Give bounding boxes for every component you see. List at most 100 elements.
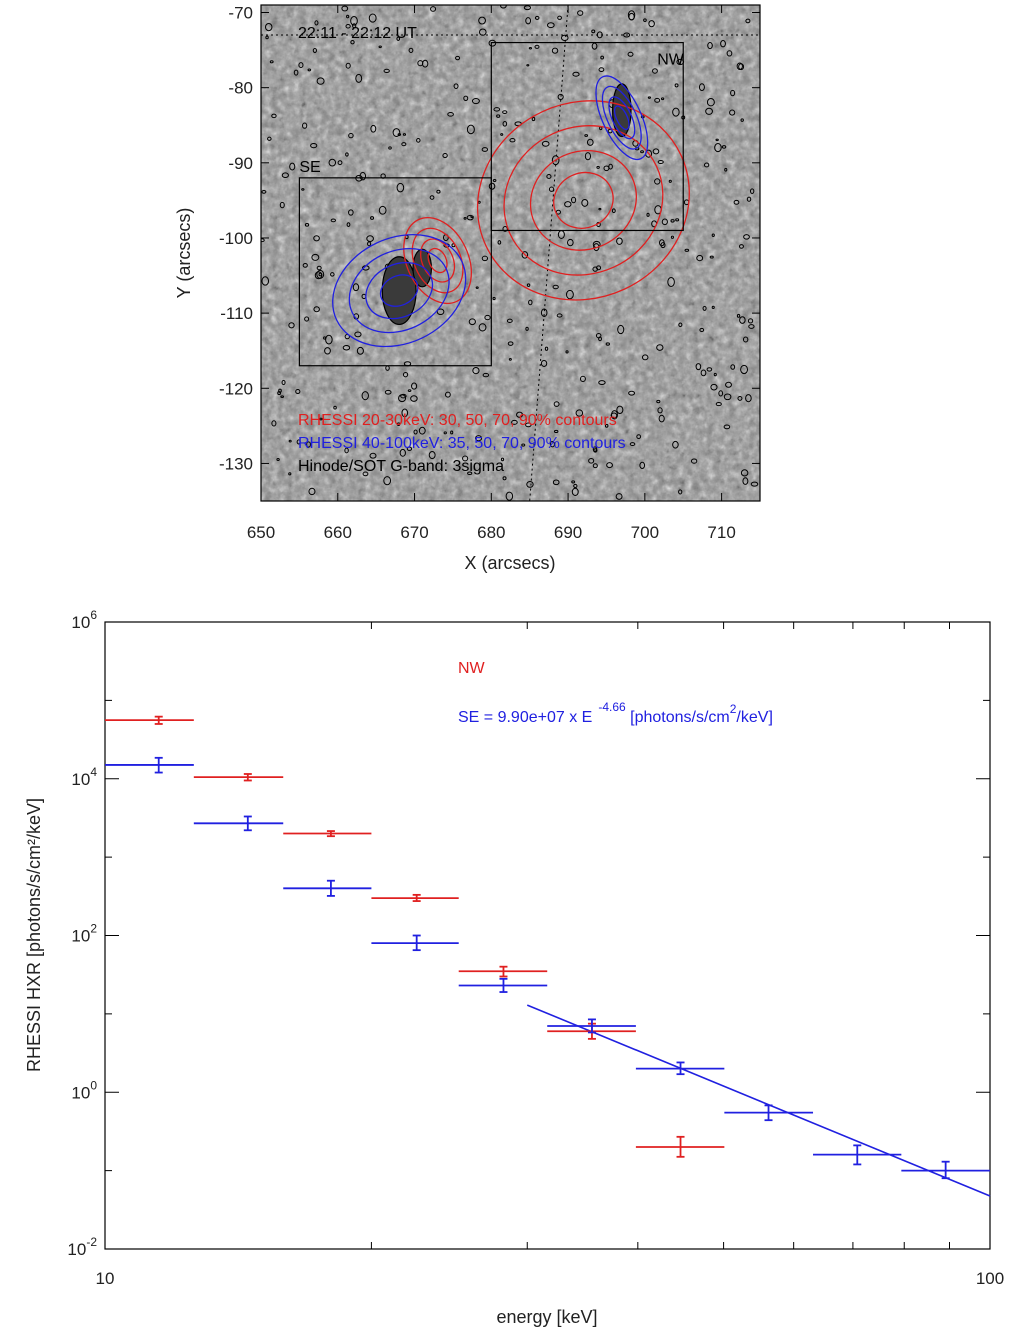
gband-speck — [544, 346, 549, 351]
gband-speck — [647, 96, 652, 99]
gband-granulation-image — [261, 5, 760, 501]
gband-speck — [311, 253, 320, 261]
gband-speck — [352, 23, 357, 29]
rhessi-contour — [503, 125, 664, 276]
gband-speck — [481, 255, 489, 262]
gband-speck — [470, 215, 474, 219]
rhessi-contour — [348, 247, 450, 334]
gband-speck — [738, 244, 744, 249]
gband-speck — [564, 201, 572, 208]
gband-speck — [341, 5, 349, 12]
gband-speck — [507, 341, 514, 346]
gband-speck — [729, 109, 736, 116]
gband-speck — [333, 405, 337, 410]
data-point-se — [547, 1018, 636, 1034]
gband-speck — [407, 389, 412, 392]
gband-speck — [383, 68, 390, 74]
gband-speck — [553, 401, 560, 407]
gband-speck — [402, 371, 409, 378]
gband-speck — [462, 455, 469, 462]
gband-speck — [579, 375, 586, 382]
gband-speck — [540, 359, 548, 367]
data-point-se — [283, 879, 372, 897]
region-box — [298, 177, 492, 367]
gband-speck — [584, 152, 592, 161]
gband-speck — [531, 116, 536, 122]
gband-speck — [678, 322, 683, 328]
gband-speck — [629, 442, 636, 447]
rhessi-contour — [403, 216, 472, 305]
gband-speck — [367, 241, 372, 247]
gband-speck — [611, 208, 616, 214]
gband-speck — [740, 118, 744, 122]
map-y-tick-label: -110 — [220, 304, 253, 323]
gband-speck — [261, 276, 270, 286]
gband-speck — [316, 265, 322, 271]
gband-speck — [301, 188, 305, 191]
gband-speck — [546, 22, 555, 29]
gband-speck — [742, 336, 749, 343]
gband-speck — [362, 471, 369, 477]
rhessi-contour — [411, 227, 464, 294]
gband-speck — [312, 47, 317, 54]
gband-speck — [401, 142, 407, 147]
gband-speck — [505, 491, 514, 501]
gband-speck — [695, 363, 702, 371]
gband-speck — [747, 318, 754, 324]
gband-speck — [302, 263, 308, 268]
gband-speck — [310, 142, 318, 149]
data-point-se — [635, 1061, 725, 1076]
gband-speck — [342, 345, 351, 351]
spectrum-y-tick-label: 106 — [71, 608, 97, 632]
gband-speck — [745, 394, 752, 403]
gband-speck — [324, 347, 331, 355]
gband-speck — [396, 36, 401, 41]
gband-speck — [323, 336, 327, 340]
gband-speck — [281, 379, 286, 386]
gband-speck — [678, 489, 683, 495]
map-x-tick-label: 690 — [554, 523, 582, 542]
gband-speck — [690, 458, 698, 464]
gband-speck — [429, 195, 435, 200]
gband-speck — [743, 234, 750, 240]
gband-speck — [552, 284, 559, 290]
spectrum-panel: 10 100 10-2 100 102 104 106 NW SE = 9.90e+07 x… — [24, 608, 1004, 1327]
gband-speck — [572, 71, 580, 77]
gband-speck — [304, 316, 310, 322]
gband-speck — [526, 481, 534, 488]
gband-speck — [660, 242, 666, 249]
gband-speck — [318, 272, 323, 277]
gband-speck — [615, 493, 623, 500]
gband-speck — [721, 145, 727, 149]
gband-speck — [596, 265, 602, 271]
gband-speck — [534, 15, 540, 20]
gband-speck — [502, 476, 507, 481]
gband-speck — [596, 165, 600, 169]
gband-speck — [337, 160, 343, 166]
gband-speck — [314, 20, 319, 26]
spectrum-y-axis-label: RHESSI HXR [photons/s/cm²/keV] — [24, 798, 44, 1072]
gband-speck — [302, 122, 308, 129]
gband-speck — [571, 480, 576, 484]
gband-speck — [369, 452, 377, 459]
gband-speck — [500, 457, 505, 462]
gband-speck — [450, 430, 454, 435]
data-point-nw — [635, 1135, 725, 1158]
gband-speck — [411, 382, 418, 390]
gband-speck — [488, 39, 497, 47]
gband-speck — [552, 479, 560, 486]
gband-speck — [436, 189, 441, 194]
gband-speck — [408, 47, 414, 53]
map-panel: SE NW 650 660 670 680 690 700 710 -70 -80 -90 -100 -… — [174, 4, 761, 573]
gband-speck — [472, 366, 480, 375]
data-point-se — [193, 815, 284, 832]
gband-speck — [711, 233, 715, 237]
rhessi-contour — [613, 105, 630, 131]
gband-speck — [748, 324, 755, 329]
gband-speck — [698, 83, 705, 92]
gband-speck — [484, 314, 491, 321]
gband-speck — [330, 272, 335, 277]
map-x-tick-label: 700 — [631, 523, 659, 542]
gband-speck — [344, 447, 349, 454]
gband-speck — [526, 283, 531, 287]
